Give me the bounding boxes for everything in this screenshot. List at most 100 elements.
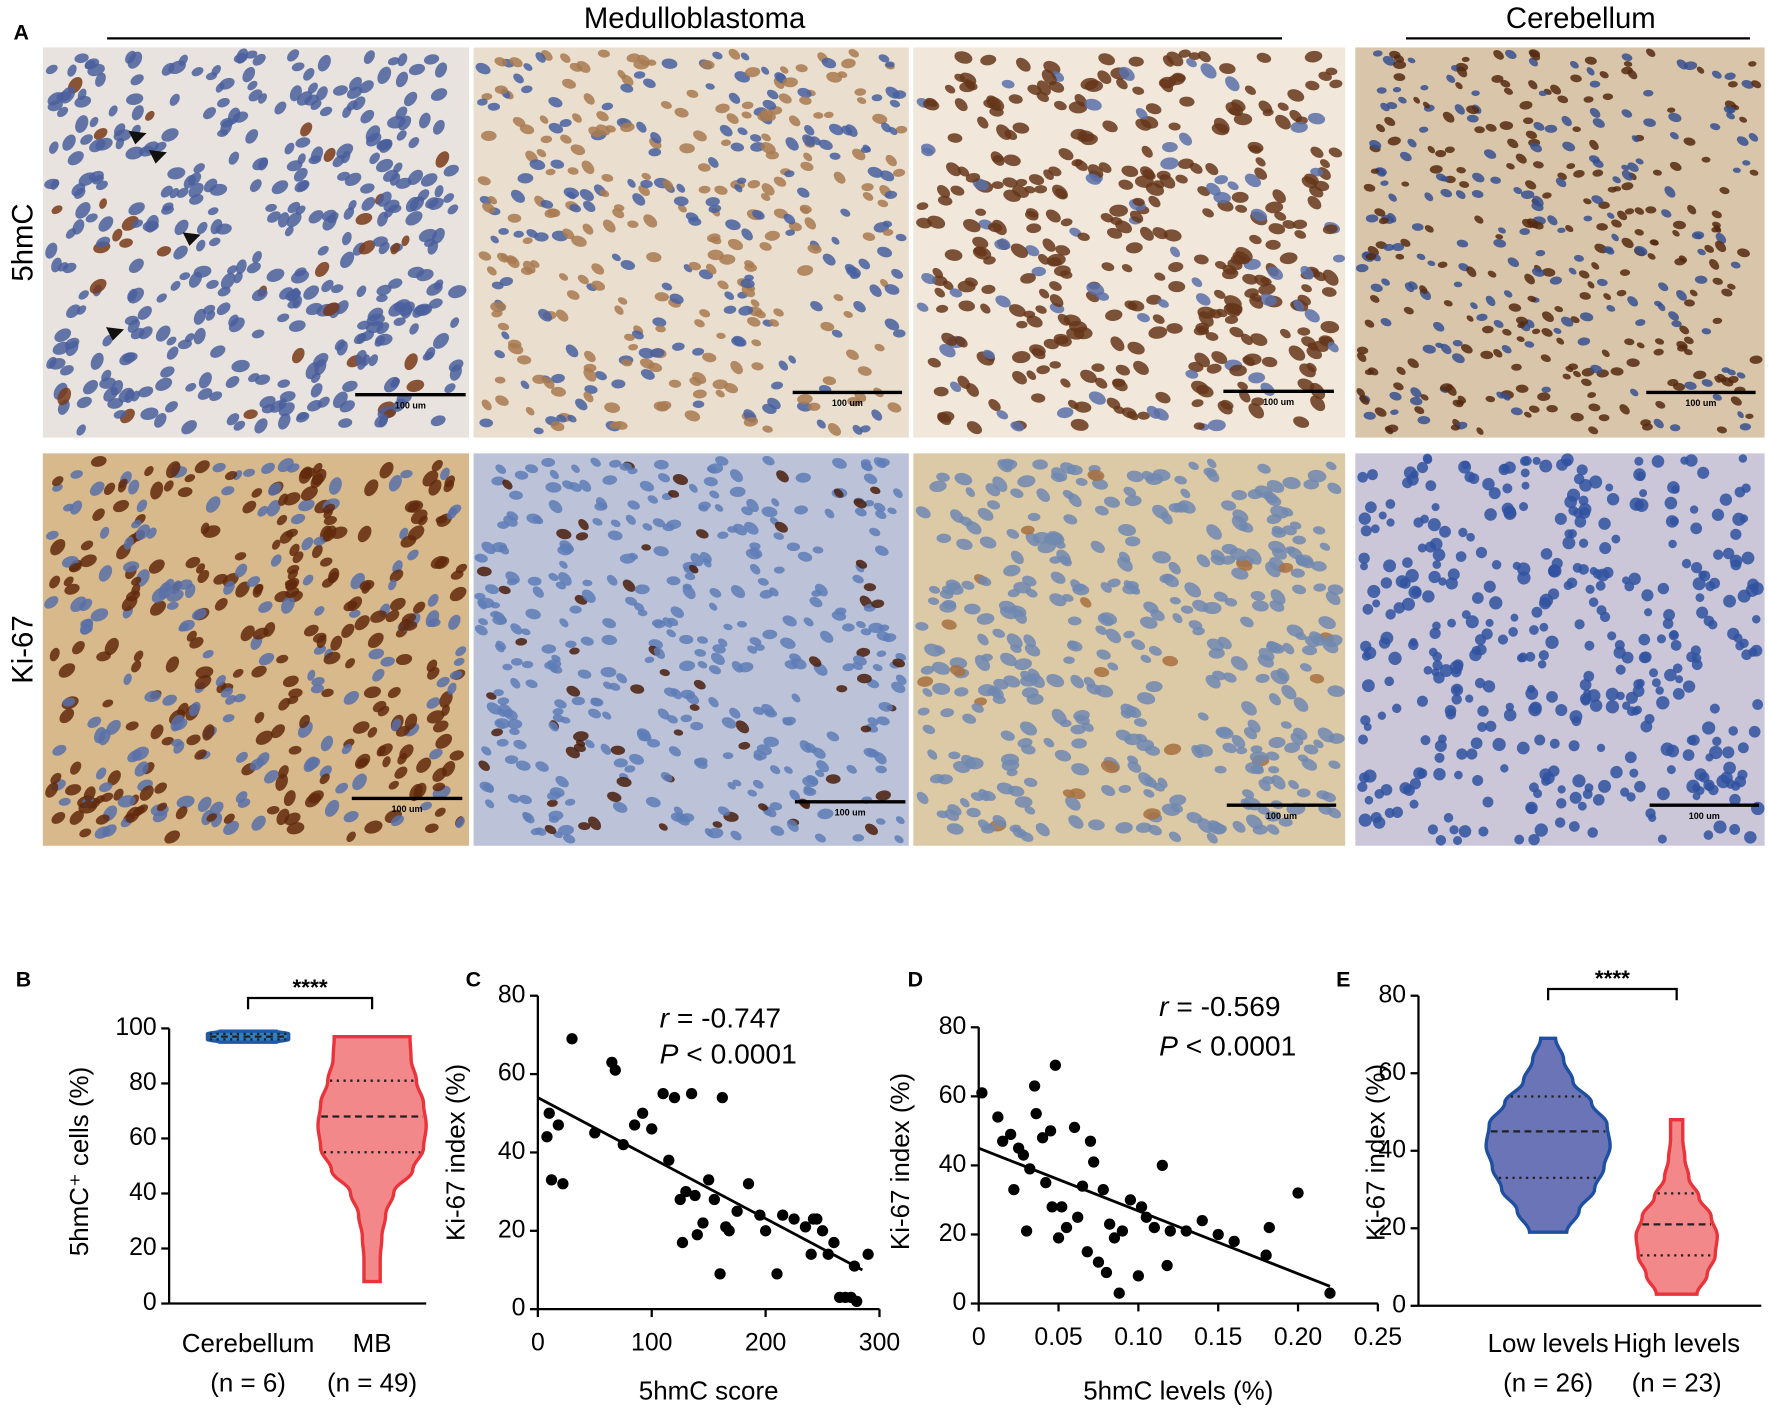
nucleus (332, 85, 348, 96)
nucleus (583, 391, 594, 403)
nucleus (274, 101, 287, 115)
nucleus (1643, 89, 1654, 97)
nucleus (884, 190, 898, 199)
nucleus (510, 189, 526, 203)
nucleus (1070, 418, 1089, 431)
nucleus (1101, 262, 1115, 272)
nucleus (1356, 346, 1369, 355)
nucleus (1407, 138, 1417, 148)
nucleus (1630, 388, 1639, 397)
nucleus (1624, 208, 1635, 215)
nucleus (846, 349, 859, 360)
nucleus (321, 279, 334, 293)
nucleus (859, 425, 871, 433)
nucleus (335, 300, 349, 315)
nucleus (1248, 372, 1266, 384)
nucleus (1172, 72, 1186, 82)
nucleus (823, 111, 834, 119)
nucleus (96, 180, 108, 191)
nucleus (1721, 288, 1733, 297)
nucleus (90, 456, 107, 467)
nucleus (1528, 80, 1538, 90)
nucleus (76, 424, 86, 436)
nucleus (495, 395, 509, 406)
nucleus (1542, 192, 1552, 199)
nucleus (196, 239, 206, 252)
nucleus (1544, 124, 1558, 133)
nucleus (730, 142, 745, 152)
stat-symbol: r (1159, 991, 1170, 1023)
nucleus (1229, 364, 1247, 377)
nucleus (650, 132, 662, 144)
nucleus (858, 258, 871, 270)
nucleus (497, 252, 509, 263)
nucleus (705, 83, 715, 90)
point (617, 1138, 629, 1151)
nucleus (1636, 342, 1645, 349)
nucleus (797, 265, 814, 276)
nucleus (1719, 187, 1730, 195)
y-tick-label: 80 (129, 1069, 157, 1096)
nucleus (368, 354, 379, 367)
nucleus (887, 402, 902, 413)
nucleus (1587, 281, 1595, 289)
nucleus (139, 785, 154, 801)
nucleus (1084, 80, 1104, 92)
point (1040, 1177, 1052, 1189)
nucleus (1071, 159, 1083, 167)
x-tick-label: MB (353, 1330, 392, 1358)
nucleus (1309, 185, 1324, 198)
nucleus (627, 220, 639, 228)
nucleus (1634, 229, 1644, 236)
nucleus (569, 204, 582, 213)
nucleus (1751, 80, 1762, 89)
nucleus (1232, 251, 1250, 265)
nucleus (1523, 117, 1534, 125)
nucleus (1207, 419, 1226, 432)
nucleus (1525, 130, 1538, 139)
nucleus (1500, 79, 1511, 88)
nucleus (764, 230, 780, 241)
nucleus (243, 468, 256, 477)
nucleus (712, 51, 723, 60)
nucleus (1010, 243, 1028, 259)
nucleus (1693, 370, 1707, 380)
nucleus (1711, 226, 1721, 233)
nucleus (1047, 253, 1066, 267)
point (1324, 1287, 1336, 1299)
nucleus (349, 76, 362, 91)
nucleus (517, 173, 534, 184)
nucleus (361, 197, 376, 211)
nucleus (529, 159, 546, 171)
point (1017, 1149, 1030, 1161)
point (1097, 1183, 1109, 1196)
nucleus (992, 155, 1004, 163)
nucleus (705, 197, 720, 207)
nucleus (662, 179, 674, 191)
nucleus (1374, 407, 1387, 417)
nucleus (788, 115, 801, 127)
nucleus (1601, 349, 1610, 358)
nucleus (521, 85, 533, 94)
nucleus (1320, 321, 1340, 334)
point (811, 1213, 823, 1225)
y-axis-label: Ki-67 index (%) (443, 1064, 471, 1241)
nucleus (803, 152, 813, 162)
nucleus (523, 260, 536, 274)
nucleus (1387, 136, 1401, 146)
nucleus (1716, 426, 1728, 434)
scale-bar-label: 100 um (835, 807, 866, 817)
nucleus (562, 78, 576, 89)
nucleus (112, 228, 123, 242)
nucleus (1515, 316, 1529, 325)
nucleus (1102, 120, 1118, 133)
nucleus (103, 482, 116, 496)
nucleus (725, 219, 741, 231)
nucleus (1727, 81, 1738, 88)
nucleus (1121, 264, 1133, 273)
nucleus (202, 304, 216, 315)
nucleus (954, 98, 968, 112)
nucleus (559, 119, 572, 127)
nucleus (860, 146, 871, 153)
point (976, 1087, 988, 1099)
